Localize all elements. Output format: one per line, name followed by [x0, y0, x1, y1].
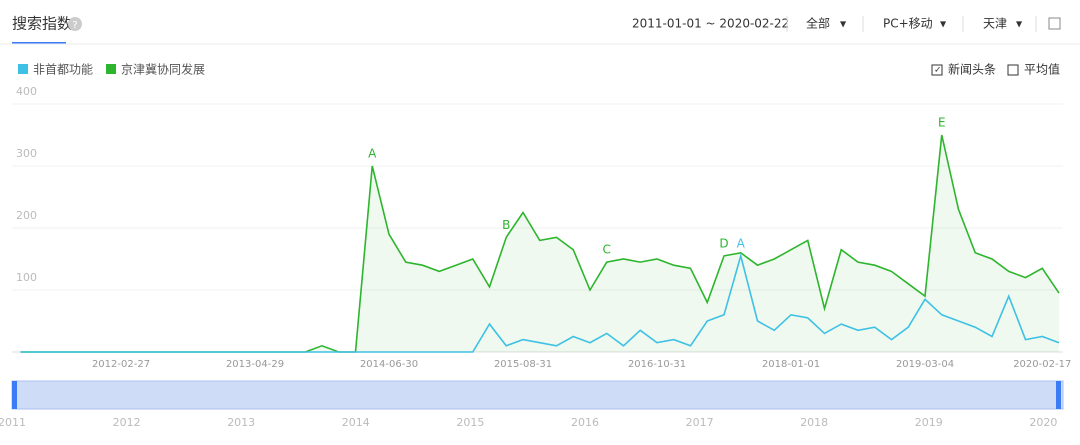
- point-marker: C: [603, 243, 611, 257]
- x-tick-label: 2013-04-29: [226, 359, 284, 370]
- filter[interactable]: PC+移动: [883, 17, 933, 31]
- x-tick-label: 2016-10-31: [628, 359, 686, 370]
- legend-label[interactable]: 非首都功能: [33, 63, 93, 77]
- caret: ▼: [1016, 20, 1023, 29]
- y-tick-label: 400: [16, 85, 37, 98]
- legend-swatch[interactable]: [106, 64, 117, 74]
- x-tick-label: 2014-06-30: [360, 359, 418, 370]
- x-tick-label: 2018-01-01: [762, 359, 820, 370]
- export-icon[interactable]: [1048, 17, 1061, 30]
- y-tick-label: 200: [16, 209, 37, 222]
- navigator-label: 2013: [227, 416, 255, 429]
- date-range[interactable]: 2011-01-01 ~ 2020-02-22: [632, 17, 789, 31]
- navigator-label: 2017: [686, 416, 714, 429]
- legend-swatch[interactable]: [18, 64, 28, 74]
- point-marker: B: [502, 218, 510, 232]
- filter[interactable]: 天津: [983, 17, 1007, 31]
- caret: ▼: [840, 20, 847, 29]
- navigator-label: 2019: [915, 416, 943, 429]
- x-tick-label: 2012-02-27: [92, 359, 150, 370]
- line: [20, 252, 1060, 353]
- navigator-label: 2018: [800, 416, 828, 429]
- tab[interactable]: 搜索指数: [12, 15, 72, 33]
- help-icon[interactable]: [68, 17, 82, 31]
- navigator-label: 2020: [1029, 416, 1057, 429]
- y-tick-label: 100: [16, 271, 37, 284]
- checkbox-checked[interactable]: [931, 64, 943, 76]
- navigator-label: 2014: [342, 416, 370, 429]
- caret: ▼: [940, 20, 947, 29]
- navigator-label: 2016: [571, 416, 599, 429]
- navigator[interactable]: [11, 380, 1064, 410]
- filter[interactable]: 全部: [806, 16, 830, 31]
- option[interactable]: 新闻头条: [948, 62, 996, 77]
- point-marker: D: [719, 236, 728, 250]
- x-tick-label: 2019-03-04: [896, 359, 954, 370]
- check: ✓: [934, 66, 942, 76]
- x-tick-label: 2020-02-17: [1013, 359, 1071, 370]
- nav-handle[interactable]: [12, 381, 17, 409]
- nav-handle[interactable]: [1056, 381, 1061, 409]
- legend-label[interactable]: 京津冀协同发展: [121, 62, 205, 77]
- tab-underline: [12, 42, 66, 44]
- area: [20, 135, 1059, 352]
- help-mark: ?: [72, 20, 77, 31]
- navigator-label: 2011: [0, 416, 26, 429]
- navigator-label: 2015: [456, 416, 484, 429]
- point-marker: A: [737, 236, 746, 250]
- navigator-label: 2012: [113, 416, 141, 429]
- checkbox[interactable]: [1007, 64, 1019, 76]
- y-tick-label: 300: [16, 147, 37, 160]
- point-marker: E: [938, 116, 946, 130]
- x-tick-label: 2015-08-31: [494, 359, 552, 370]
- point-marker: A: [368, 147, 377, 161]
- option[interactable]: 平均值: [1024, 62, 1060, 77]
